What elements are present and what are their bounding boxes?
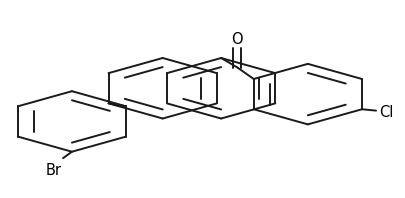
Text: Br: Br	[46, 163, 62, 178]
Text: Cl: Cl	[378, 105, 392, 120]
Text: O: O	[231, 32, 243, 47]
